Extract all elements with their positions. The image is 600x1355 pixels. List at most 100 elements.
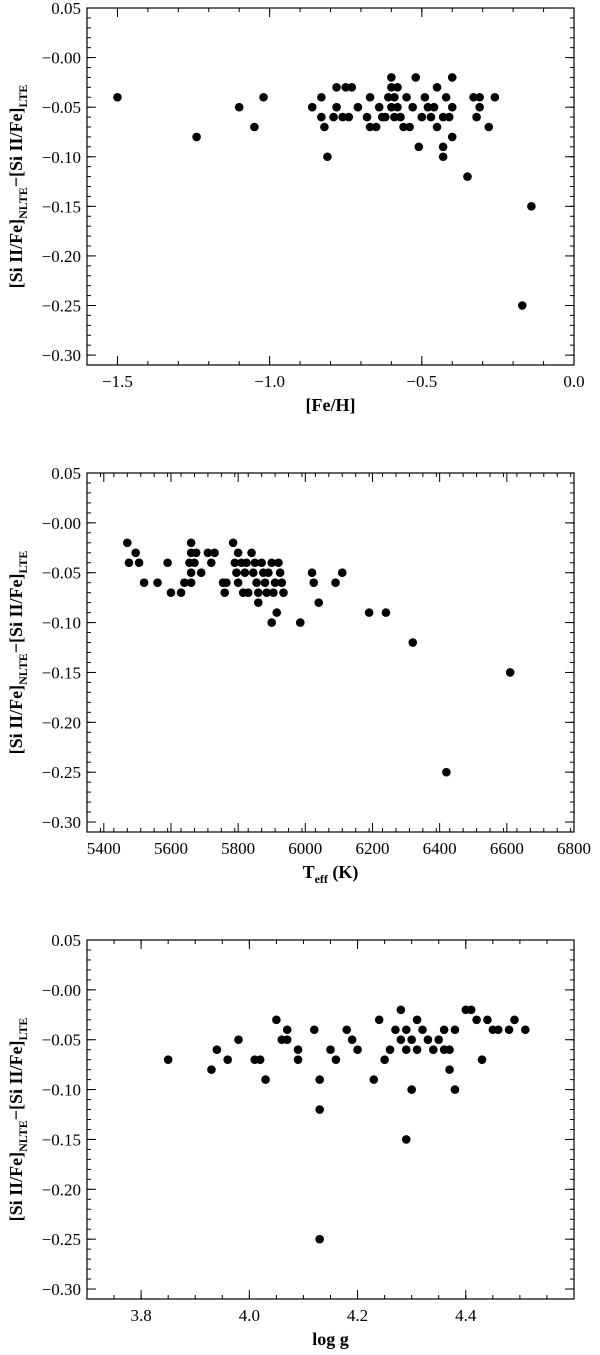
data-point bbox=[326, 1045, 335, 1054]
data-point bbox=[186, 538, 196, 548]
data-point bbox=[131, 548, 140, 558]
y-tick-label: −0.00 bbox=[42, 514, 81, 533]
data-point bbox=[253, 588, 263, 597]
data-point bbox=[411, 73, 421, 82]
x-tick-label: 5400 bbox=[87, 839, 121, 858]
data-point bbox=[490, 92, 500, 102]
x-axis-label: [Fe/H] bbox=[306, 395, 356, 415]
data-point bbox=[192, 132, 201, 142]
data-point bbox=[223, 1055, 232, 1064]
data-point bbox=[444, 112, 454, 122]
data-point bbox=[441, 92, 451, 102]
y-axis-label: [Si II/Fe]NLTE−[Si II/Fe]LTE bbox=[6, 85, 30, 289]
data-point bbox=[447, 102, 457, 112]
data-point bbox=[163, 558, 172, 568]
data-point bbox=[396, 1005, 406, 1015]
data-point bbox=[270, 578, 280, 587]
data-point bbox=[341, 83, 351, 92]
data-point bbox=[206, 558, 216, 568]
x-tick-label: 4.2 bbox=[347, 1306, 368, 1325]
data-point bbox=[242, 558, 251, 568]
data-point bbox=[315, 1105, 324, 1114]
data-point bbox=[196, 568, 206, 578]
plot-frame bbox=[86, 472, 575, 833]
data-point bbox=[240, 568, 250, 578]
data-point bbox=[203, 548, 213, 558]
data-point bbox=[243, 588, 253, 597]
x-axis-label: log g bbox=[312, 1329, 349, 1349]
data-point bbox=[307, 102, 317, 112]
data-point bbox=[402, 92, 411, 102]
scatter-panel-2: 5400 5600 5800 6000 6200 6400 6600 6800 0.05 −0.0… bbox=[6, 464, 591, 886]
y-tick-label: 0.05 bbox=[51, 931, 81, 950]
y-tick-label: −0.10 bbox=[42, 1081, 81, 1100]
data-point bbox=[483, 1015, 492, 1025]
y-tick-label: −0.25 bbox=[42, 763, 81, 782]
y-tick-label: −0.00 bbox=[42, 49, 81, 68]
x-tick-label: 5600 bbox=[154, 839, 188, 858]
data-point bbox=[123, 538, 132, 548]
data-point bbox=[293, 1055, 303, 1064]
data-point bbox=[365, 122, 375, 132]
data-point bbox=[405, 122, 414, 132]
data-point bbox=[212, 1045, 222, 1054]
data-point bbox=[472, 1015, 481, 1025]
x-tick-label: 6600 bbox=[490, 839, 524, 858]
data-point bbox=[387, 83, 396, 92]
x-tick-label: 4.4 bbox=[455, 1306, 477, 1325]
data-point bbox=[364, 608, 374, 617]
data-point bbox=[275, 568, 285, 578]
scatter-panel-1: −1.5 −1.0 −0.5 0.0 0.05 −0.00 −0.05 −0.10 −0.15 −… bbox=[6, 0, 585, 415]
data-point bbox=[186, 568, 196, 578]
data-point bbox=[401, 1045, 411, 1054]
data-point bbox=[399, 122, 408, 132]
data-point bbox=[380, 1055, 389, 1064]
data-point bbox=[401, 1025, 411, 1035]
data-point bbox=[412, 1015, 422, 1025]
y-tick-label: −0.00 bbox=[42, 981, 81, 1000]
data-point bbox=[447, 132, 457, 142]
data-point bbox=[134, 558, 144, 568]
data-point bbox=[387, 73, 396, 82]
data-point bbox=[331, 578, 340, 587]
y-tick-label: −0.30 bbox=[42, 1280, 81, 1299]
data-point bbox=[439, 1025, 449, 1035]
data-point bbox=[374, 102, 384, 112]
data-point bbox=[315, 1075, 324, 1084]
data-point bbox=[434, 1035, 444, 1045]
x-tick-label: 6200 bbox=[355, 839, 389, 858]
data-point bbox=[267, 558, 277, 568]
data-point bbox=[390, 92, 399, 102]
data-point bbox=[380, 112, 390, 122]
data-point bbox=[362, 112, 372, 122]
data-point bbox=[210, 548, 219, 558]
y-tick-label: −0.25 bbox=[42, 297, 81, 316]
data-point bbox=[282, 1025, 292, 1035]
y-tick-label: −0.25 bbox=[42, 1230, 81, 1249]
data-point bbox=[234, 102, 244, 112]
data-point bbox=[445, 1045, 454, 1054]
data-point bbox=[347, 1035, 357, 1045]
data-point bbox=[469, 92, 478, 102]
data-point bbox=[331, 1055, 341, 1064]
data-point bbox=[484, 122, 494, 132]
data-point bbox=[385, 1045, 395, 1054]
data-point bbox=[248, 568, 258, 578]
data-point bbox=[466, 1005, 476, 1015]
data-point bbox=[264, 568, 273, 578]
data-point bbox=[338, 112, 347, 122]
data-point bbox=[414, 142, 424, 152]
data-point bbox=[191, 548, 201, 558]
data-point bbox=[262, 588, 271, 597]
x-tick-label: 6000 bbox=[288, 839, 322, 858]
data-point bbox=[320, 122, 329, 132]
data-point bbox=[250, 122, 259, 132]
x-tick-label: 6800 bbox=[557, 839, 591, 858]
x-tick-label: 4.0 bbox=[239, 1306, 260, 1325]
data-point bbox=[315, 1234, 324, 1244]
data-point bbox=[517, 301, 527, 310]
plot-frame bbox=[86, 7, 575, 366]
y-tick-label: −0.15 bbox=[42, 1130, 81, 1149]
data-point bbox=[396, 1035, 406, 1045]
